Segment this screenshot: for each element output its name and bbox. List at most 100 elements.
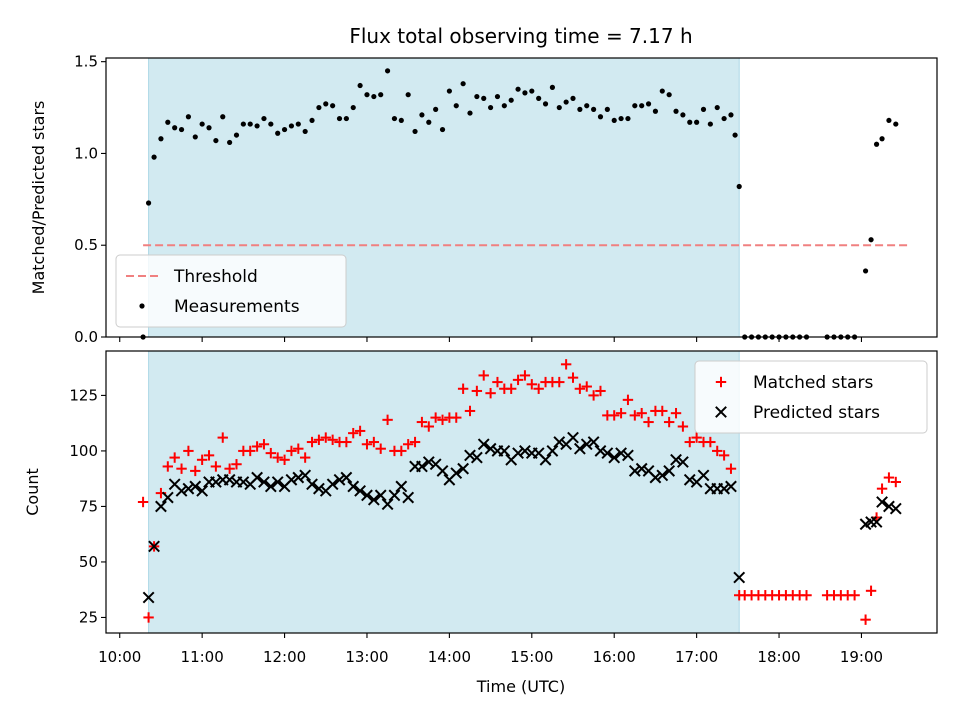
point-1-1-60: [553, 436, 566, 448]
point-1-0-38: [396, 445, 407, 457]
point-1-1-18: [264, 480, 277, 493]
point-1-1-36: [388, 489, 401, 502]
point-0-0-49: [474, 93, 480, 100]
point-0-0-47: [460, 81, 466, 87]
point-0-0-82: [700, 106, 707, 112]
point-1-1-86: [733, 571, 746, 584]
point-1-1-65: [587, 436, 600, 448]
point-0-0-45: [446, 88, 452, 94]
point-1-0-23: [293, 443, 304, 454]
point-0-0-15: [240, 121, 246, 127]
point-1-0-8: [190, 465, 201, 477]
y-tick-label-1-3: 100: [69, 442, 98, 460]
point-1-1-27: [326, 478, 339, 491]
point-0-0-32: [357, 82, 363, 89]
point-0-0-1: [145, 200, 152, 206]
point-1-1-48: [470, 451, 483, 464]
point-1-0-4: [162, 461, 174, 472]
point-0-0-104: [862, 268, 869, 274]
point-0-0-24: [302, 128, 308, 135]
point-1-0-108: [890, 476, 901, 488]
point-1-0-64: [574, 383, 586, 394]
point-0-0-16: [247, 121, 253, 127]
point-0-0-14: [233, 132, 240, 138]
y-tick-label-1-2: 75: [79, 497, 98, 515]
point-1-1-34: [374, 489, 387, 502]
point-0-0-28: [330, 103, 336, 109]
point-1-1-21: [285, 473, 298, 486]
point-0-0-4: [165, 119, 171, 125]
y-axis-label-bottom: Count: [23, 468, 42, 516]
point-0-0-11: [213, 137, 219, 144]
point-1-0-27: [320, 432, 331, 443]
point-1-0-46: [451, 412, 462, 423]
point-0-0-55: [515, 86, 521, 92]
y-tick-label-0-2: 1.0: [74, 144, 98, 162]
point-0-0-105: [868, 237, 874, 243]
point-1-0-17: [251, 441, 263, 452]
point-0-0-85: [721, 115, 727, 122]
point-1-1-77: [670, 453, 682, 466]
point-1-0-71: [622, 394, 634, 406]
point-0-0-53: [501, 103, 507, 109]
point-0-0-54: [508, 97, 514, 103]
point-0-0-80: [687, 119, 693, 125]
point-0-0-8: [192, 134, 198, 140]
point-0-0-6: [178, 126, 185, 133]
point-0-0-108: [886, 117, 892, 124]
point-1-1-72: [635, 462, 648, 475]
legend-top: Threshold Measurements: [115, 254, 347, 328]
point-0-0-5: [172, 125, 178, 131]
point-0-0-59: [542, 101, 549, 107]
y-tick-label-1-1: 50: [79, 553, 98, 571]
point-1-0-49: [471, 385, 483, 397]
point-1-1-47: [464, 449, 476, 462]
point-0-0-72: [632, 103, 638, 109]
point-1-1-33: [367, 493, 380, 506]
point-1-1-28: [333, 473, 346, 486]
point-1-0-0: [137, 496, 149, 508]
point-1-0-78: [670, 407, 682, 419]
point-1-0-25: [306, 436, 318, 448]
point-1-1-78: [676, 456, 689, 468]
point-0-0-106: [873, 141, 880, 147]
point-0-0-87: [732, 132, 738, 138]
point-1-1-76: [663, 464, 676, 477]
point-1-1-35: [381, 498, 394, 511]
point-1-1-7: [189, 480, 202, 493]
point-1-0-43: [430, 412, 441, 423]
point-0-0-79: [680, 112, 686, 118]
point-1-0-31: [348, 427, 359, 439]
point-1-0-39: [402, 439, 414, 450]
point-1-1-54: [512, 447, 524, 460]
point-1-1-71: [628, 464, 641, 477]
point-1-0-54: [505, 383, 517, 394]
axes-frame-bottom: [105, 350, 938, 634]
point-1-0-16: [245, 445, 256, 457]
point-1-0-65: [581, 381, 592, 392]
point-1-1-85: [725, 480, 737, 493]
point-0-0-35: [378, 92, 384, 98]
point-1-1-0: [142, 591, 155, 604]
x-tick-label-1: 11:00: [181, 648, 224, 666]
point-0-0-7: [185, 114, 192, 120]
point-0-0-107: [879, 136, 885, 142]
point-1-0-67: [595, 385, 606, 397]
point-0-0-17: [254, 123, 260, 129]
point-1-1-43: [436, 464, 449, 477]
bottom-marks: [137, 359, 902, 625]
point-1-1-81: [697, 469, 710, 482]
point-0-0-84: [714, 104, 720, 111]
x-tick-label-2: 12:00: [263, 648, 306, 666]
point-1-1-46: [457, 462, 470, 475]
point-1-0-56: [519, 370, 531, 381]
point-1-0-97: [801, 590, 812, 601]
point-1-1-68: [608, 451, 621, 464]
point-0-0-22: [288, 123, 295, 129]
point-0-0-31: [350, 104, 356, 111]
point-0-0-26: [316, 104, 322, 111]
point-1-0-7: [183, 445, 194, 457]
x-tick-label-3: 13:00: [345, 648, 388, 666]
point-0-0-56: [522, 90, 528, 96]
point-1-0-24: [299, 452, 311, 463]
